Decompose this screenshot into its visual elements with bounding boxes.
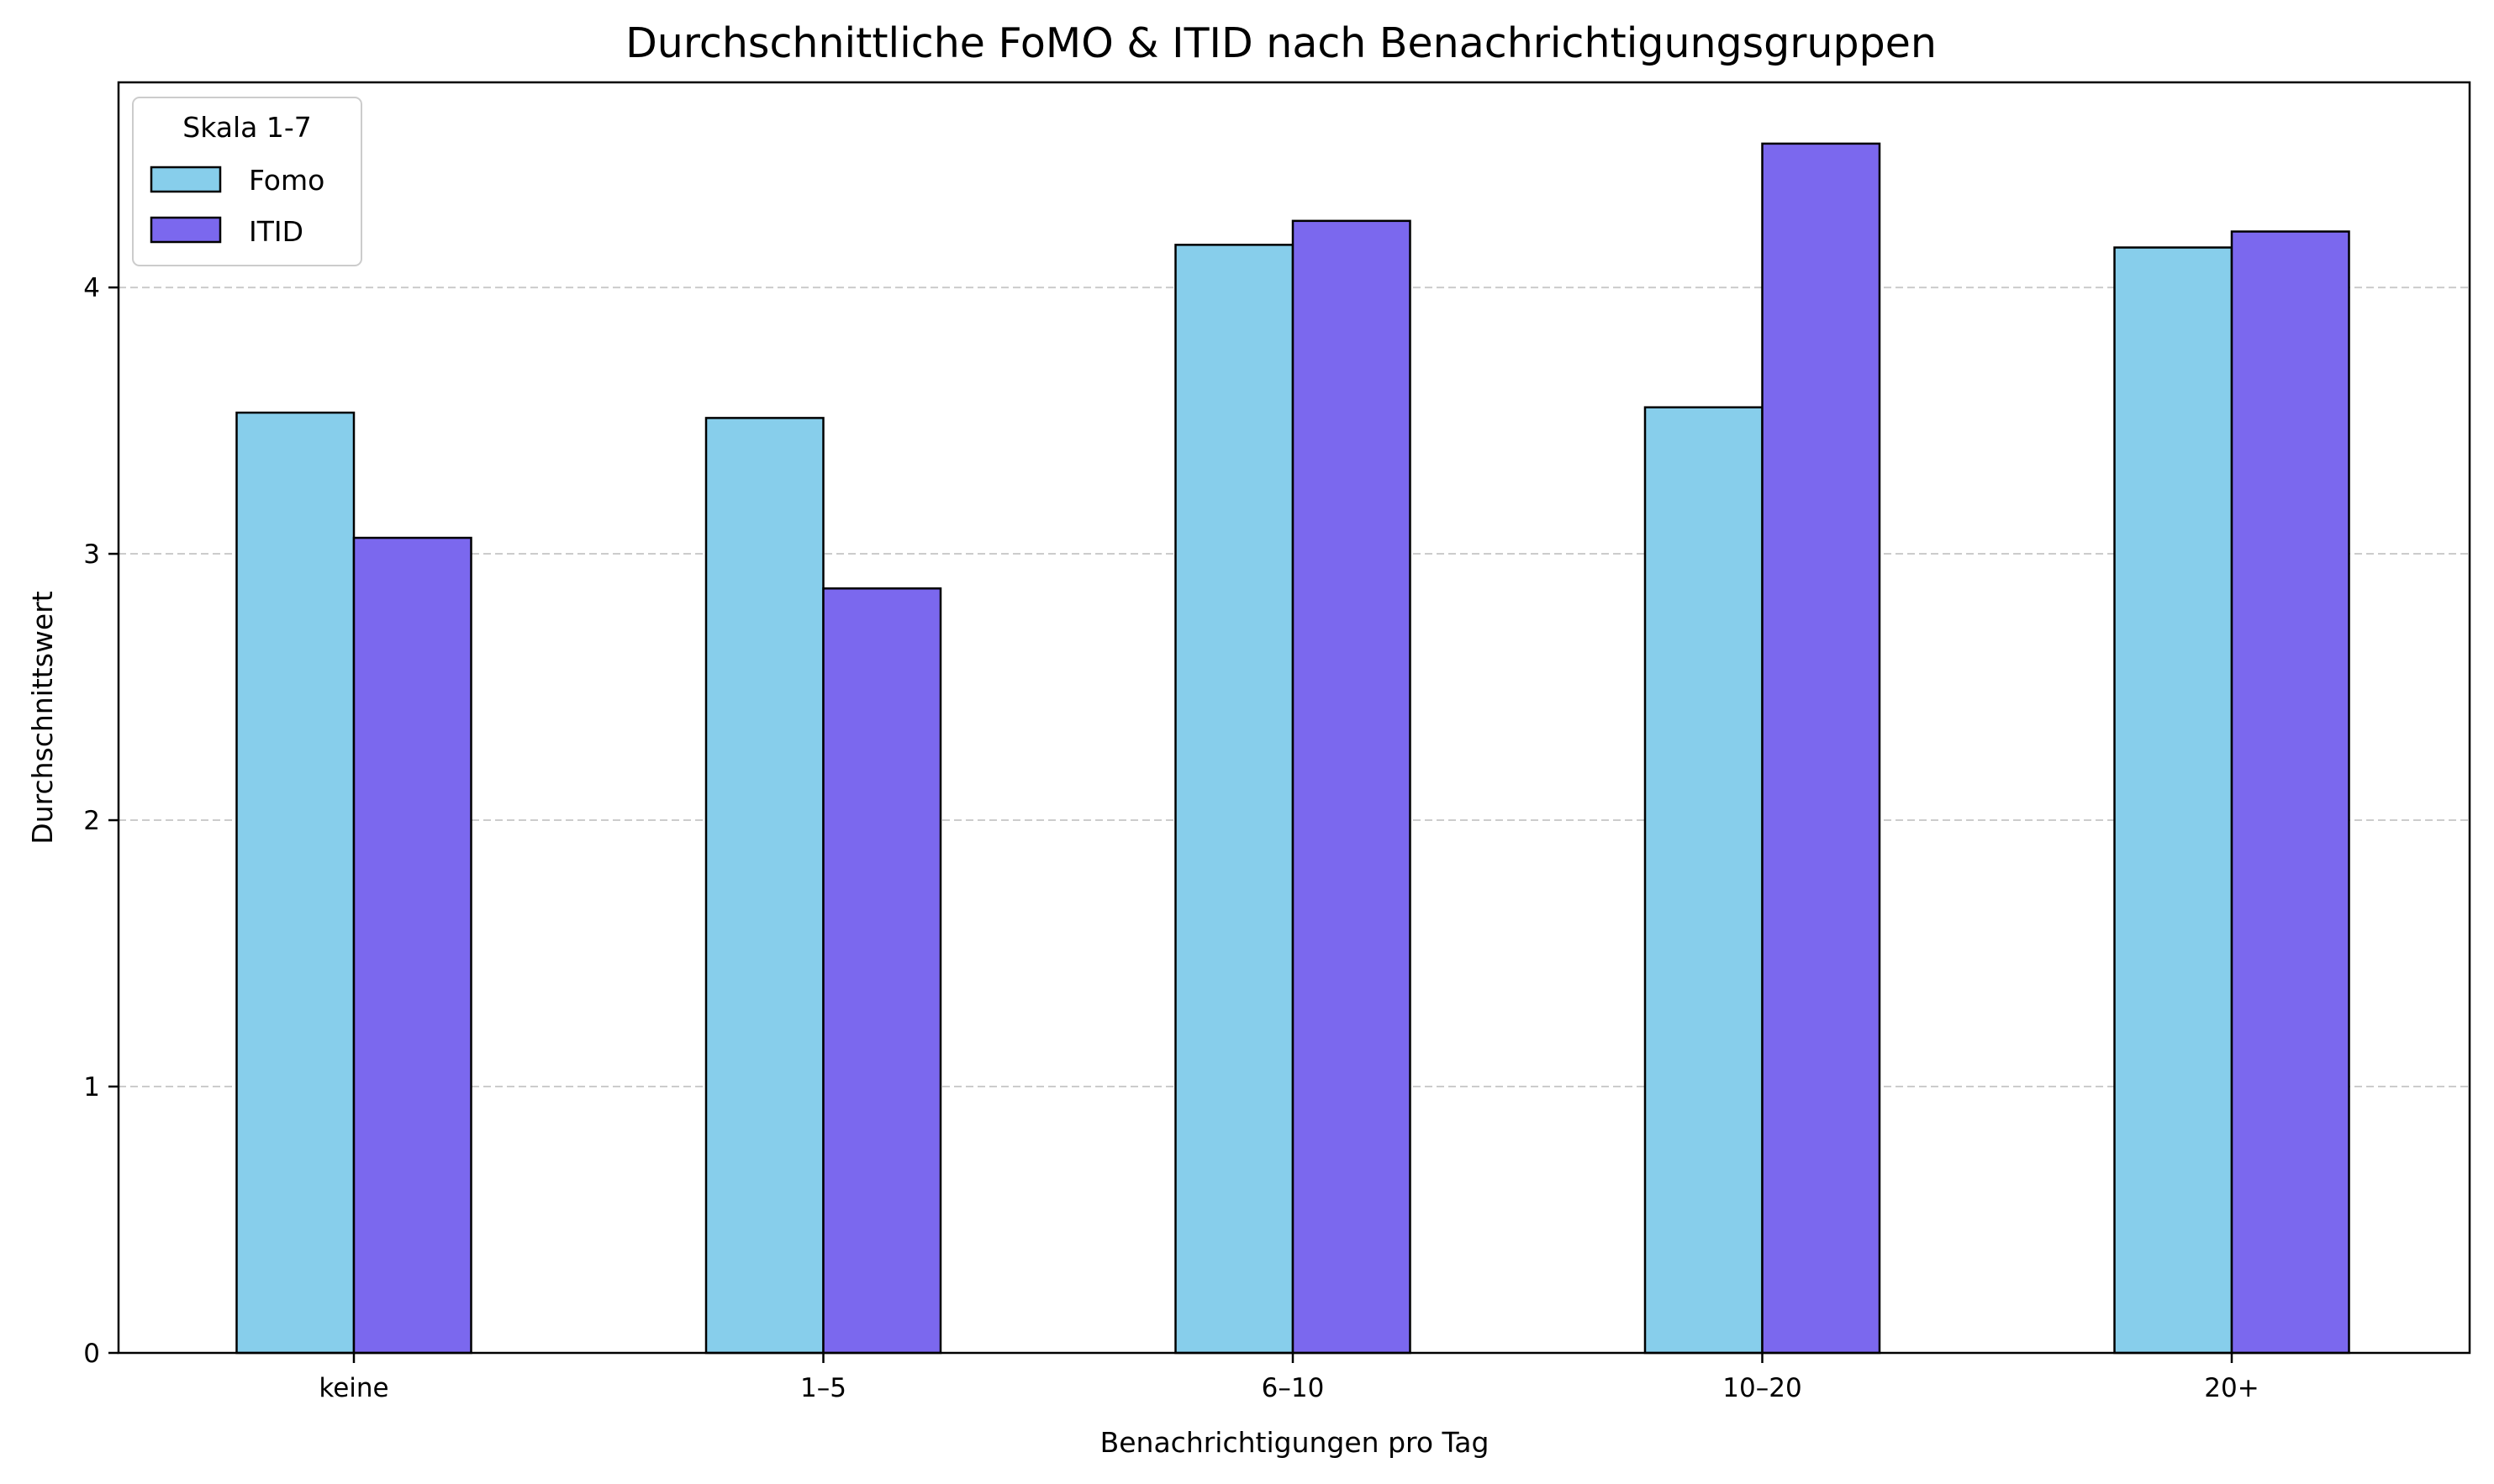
x-tick-label-0: keine [319,1373,388,1403]
bar-fomo-0 [235,411,356,1355]
gridlines [119,287,2470,1088]
legend-label-fomo: Fomo [249,164,324,197]
x-axis-ticks: keine 1–5 6–10 10–20 20+ [319,1353,2259,1403]
bars [235,142,2350,1355]
y-axis-label: Durchschnittswert [26,591,59,844]
y-tick-label-0: 0 [83,1339,100,1369]
legend-title: Skala 1-7 [182,111,311,144]
x-tick-label-3: 10–20 [1722,1373,1801,1403]
legend-label-itid: ITID [249,215,303,248]
bar-itid-4 [2230,230,2350,1355]
bar-itid-3 [1761,142,1881,1355]
legend-swatch-itid [150,216,222,244]
y-tick-label-3: 3 [83,539,100,570]
bar-fomo-2 [1174,244,1294,1355]
y-axis-ticks: 0 1 2 3 4 [83,273,119,1369]
x-tick-label-4: 20+ [2204,1373,2259,1403]
bar-fomo-3 [1643,406,1764,1355]
x-axis-label: Benachrichtigungen pro Tag [1100,1426,1490,1459]
plot-frame [117,81,2471,1355]
y-tick-label-2: 2 [83,806,100,836]
bar-itid-1 [822,587,942,1355]
bar-fomo-1 [704,417,825,1355]
legend-swatch-fomo [150,166,222,193]
chart-title: Durchschnittliche FoMO & ITID nach Benac… [625,19,1937,67]
y-tick-label-1: 1 [83,1072,100,1102]
bar-itid-2 [1291,219,1411,1355]
x-tick-label-2: 6–10 [1262,1373,1325,1403]
bar-itid-0 [352,536,472,1355]
legend: Skala 1-7 Fomo ITID [132,97,362,266]
bar-fomo-4 [2113,246,2233,1355]
y-tick-label-4: 4 [83,273,100,303]
x-tick-label-1: 1–5 [800,1373,846,1403]
